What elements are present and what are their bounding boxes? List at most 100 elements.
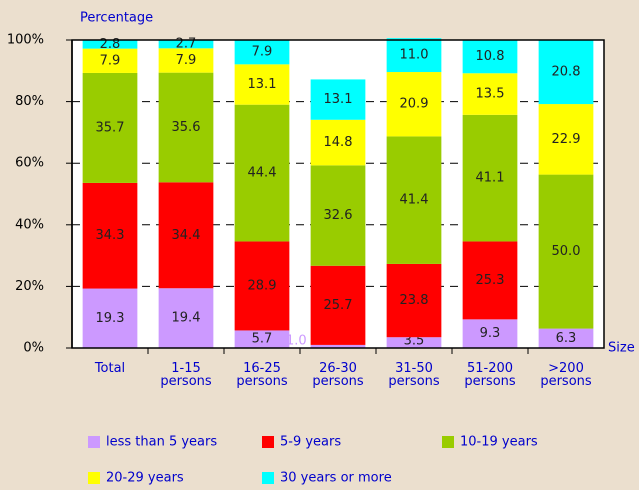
value-label: 7.9 — [100, 53, 121, 68]
bar-segment — [538, 104, 594, 175]
x-tick-label-line: >200 — [548, 361, 584, 376]
value-label: 5.7 — [252, 332, 273, 347]
bar-segment — [310, 344, 366, 348]
legend-label: 10-19 years — [460, 435, 538, 450]
x-tick-label: 51-200 persons — [464, 361, 516, 389]
value-label: 22.9 — [552, 132, 581, 147]
value-label: 2.7 — [176, 37, 197, 52]
bar-segment — [386, 136, 442, 264]
value-label: 11.0 — [400, 48, 429, 63]
x-tick-label-line: Total — [94, 361, 125, 376]
bar-segment — [82, 72, 138, 183]
bar-segment — [234, 104, 290, 242]
value-label: 44.4 — [248, 166, 277, 181]
y-tick-label: 60% — [15, 156, 44, 171]
bar-segment — [234, 330, 290, 348]
legend-swatch — [88, 436, 100, 448]
bar-segment — [462, 40, 518, 74]
bar-segment — [462, 241, 518, 320]
x-tick-label: 16-25 persons — [236, 361, 288, 389]
legend-label: 20-29 years — [106, 471, 184, 486]
value-label: 32.6 — [324, 208, 353, 223]
value-label: 3.5 — [404, 334, 425, 349]
value-label: 19.4 — [172, 311, 201, 326]
x-tick-label-line: 51-200 — [467, 361, 513, 376]
bar-segment — [82, 288, 138, 348]
value-label: 13.5 — [476, 87, 505, 102]
bar-segment — [310, 265, 366, 345]
value-label: 13.1 — [248, 77, 277, 92]
x-tick-label: 31-50 persons — [388, 361, 440, 389]
value-label: 41.1 — [476, 171, 505, 186]
value-label: 1.0 — [286, 334, 307, 349]
value-label: 50.0 — [552, 244, 581, 259]
bar-segment — [82, 182, 138, 289]
value-label: 25.3 — [476, 273, 505, 288]
value-label: 41.4 — [400, 193, 429, 208]
bar-segment — [386, 72, 442, 137]
bar-segment — [310, 119, 366, 166]
value-label: 2.8 — [100, 37, 121, 52]
y-tick-label: 20% — [15, 279, 44, 294]
bar-segment — [386, 263, 442, 338]
value-label: 13.1 — [324, 92, 353, 107]
x-tick-label-line: 26-30 — [319, 361, 357, 376]
bar-segment — [386, 337, 442, 348]
y-tick-label: 0% — [23, 341, 44, 356]
value-label: 34.3 — [96, 228, 125, 243]
bar-segment — [462, 114, 518, 242]
legend-swatch — [262, 436, 274, 448]
bar-segment — [462, 319, 518, 348]
bar-segment — [158, 182, 214, 289]
bar-segment — [234, 64, 290, 105]
legend-swatch — [262, 472, 274, 484]
value-label: 35.7 — [96, 120, 125, 135]
value-label: 23.8 — [400, 293, 429, 308]
bar-segment — [82, 48, 138, 73]
bar-segment — [310, 165, 366, 266]
x-tick-label-line: persons — [160, 374, 212, 389]
x-tick-label-line: persons — [540, 374, 592, 389]
value-label: 14.8 — [324, 135, 353, 150]
value-label: 28.9 — [248, 278, 277, 293]
y-tick-label: 100% — [7, 33, 44, 48]
value-label: 9.3 — [480, 326, 501, 341]
bar-segment — [234, 40, 290, 65]
bar-segment — [538, 174, 594, 329]
bar-segment — [462, 73, 518, 115]
value-label: 25.7 — [324, 298, 353, 313]
value-label: 19.3 — [96, 311, 125, 326]
legend-label: 30 years or more — [280, 471, 392, 486]
bar-segment — [538, 40, 594, 105]
value-label: 10.8 — [476, 49, 505, 64]
x-tick-label-line: 1-15 — [171, 361, 201, 376]
bar-segment — [386, 38, 442, 73]
x-tick-label-line: persons — [388, 374, 440, 389]
x-tick-label: Total — [94, 361, 125, 376]
x-tick-label-line: persons — [236, 374, 288, 389]
value-label: 7.9 — [176, 53, 197, 68]
value-label: 35.6 — [172, 120, 201, 135]
bar-segment — [158, 72, 214, 183]
value-label: 7.9 — [252, 45, 273, 60]
legend-label: 5-9 years — [280, 435, 341, 450]
bar-segment — [158, 288, 214, 348]
value-label: 34.4 — [172, 228, 201, 243]
bar-segment — [538, 328, 594, 348]
x-axis-label: Size — [608, 341, 635, 356]
value-label: 20.9 — [400, 97, 429, 112]
x-tick-label-line: persons — [464, 374, 516, 389]
bar-segment — [234, 241, 290, 331]
x-tick-label: 1-15 persons — [160, 361, 212, 389]
bar-segment — [158, 40, 214, 49]
legend-swatch — [442, 436, 454, 448]
x-tick-label-line: 16-25 — [243, 361, 281, 376]
x-tick-label-line: persons — [312, 374, 364, 389]
bar-segment — [310, 79, 366, 120]
x-tick-label-line: 31-50 — [395, 361, 433, 376]
legend-label: less than 5 years — [106, 435, 217, 450]
value-label: 6.3 — [556, 331, 577, 346]
y-tick-label: 40% — [15, 217, 44, 232]
bar-segment — [82, 40, 138, 49]
